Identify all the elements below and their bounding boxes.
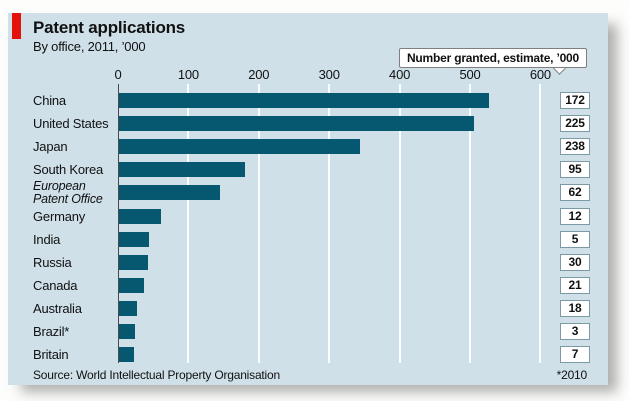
gridline [328,84,331,363]
category-label: Australia [33,300,82,316]
category-label: China [33,93,66,108]
x-axis-tick-label: 400 [389,67,411,82]
granted-callout-label: Number granted, estimate, ’000 [398,48,587,68]
bar [119,231,149,247]
zero-axis-line [118,84,119,363]
bar [119,324,136,339]
gridline [398,84,401,363]
granted-value-box: 238 [560,138,590,156]
category-label: United States [33,116,109,132]
x-axis-tick-label: 300 [318,67,340,82]
chart-subtitle: By office, 2011, ’000 [33,39,146,54]
category-label: Japan [33,139,68,155]
granted-value-box: 30 [560,253,590,271]
category-label: Russia [33,254,72,270]
bar [119,300,138,316]
granted-value-box: 172 [560,92,590,109]
x-axis-tick-label: 200 [248,67,270,82]
bar [119,208,161,224]
asterisk-footnote: *2010 [556,368,588,382]
bar [119,277,144,293]
bar [119,185,220,201]
category-label: European Patent Office [33,179,103,207]
granted-value-box: 3 [560,323,590,340]
gridline [469,84,471,363]
economist-red-tab [12,13,21,39]
granted-value-box: 95 [560,161,590,179]
chart-panel: Patent applications By office, 2011, ’00… [8,13,608,385]
x-axis-tick-label: 0 [114,67,122,82]
bar [119,116,474,132]
x-axis-tick-label: 100 [177,67,199,82]
bar [119,347,135,363]
gridline [257,84,260,363]
granted-value-box: 62 [560,184,590,202]
x-axis-tick-label: 500 [459,67,481,82]
source-note: Source: World Intellectual Property Orga… [33,368,280,382]
category-label: Britain [33,347,69,363]
granted-value-box: 12 [560,207,590,225]
gridline [539,84,542,363]
category-label: Germany [33,208,86,224]
granted-value-box: 18 [560,299,590,317]
bar [119,162,246,178]
granted-value-box: 7 [560,346,590,364]
category-label: India [33,231,61,247]
chart-title: Patent applications [33,18,186,37]
category-label: Canada [33,277,78,293]
bar [119,93,490,108]
bar [119,139,361,155]
x-axis-tick-label: 600 [529,67,551,82]
category-label: Brazil* [33,324,70,339]
gridline [187,84,190,363]
granted-value-box: 21 [560,276,590,294]
bar [119,254,148,270]
granted-value-box: 225 [560,115,590,133]
category-label: South Korea [33,162,104,178]
granted-value-box: 5 [560,230,590,248]
